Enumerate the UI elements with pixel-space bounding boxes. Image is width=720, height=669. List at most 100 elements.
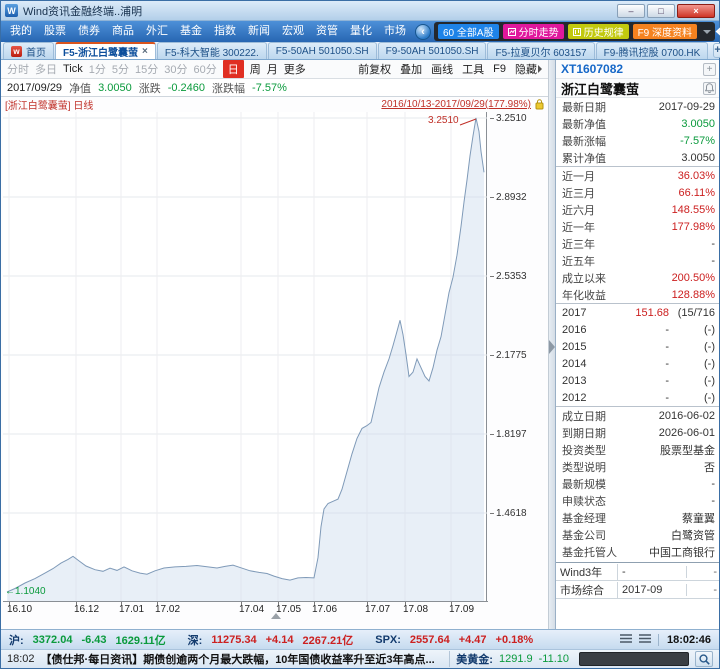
- menu-item-fx[interactable]: 外汇: [146, 25, 168, 37]
- period-15min[interactable]: 15分: [135, 64, 159, 76]
- menu-hamburger-icon-2[interactable]: [638, 633, 651, 646]
- menu-item-mine[interactable]: 我的: [10, 25, 32, 37]
- news-headline[interactable]: 【债仕邦·每日资讯】期债创逾两个月最大跌幅，10年国债收益率升至近3年高点...: [41, 651, 451, 667]
- nav-line-chart[interactable]: ←1.1040 3.2510: [3, 112, 487, 601]
- badge-all-a-shares[interactable]: 60 全部A股: [438, 24, 499, 39]
- badge-strip-caret-icon[interactable]: [703, 29, 712, 34]
- tab-lachapelle[interactable]: F5-拉夏贝尔 603157: [487, 42, 595, 59]
- minimize-button[interactable]: –: [617, 3, 645, 18]
- menu-item-commodities[interactable]: 商品: [112, 25, 134, 37]
- period-monthly[interactable]: 月: [266, 64, 278, 76]
- tab-50ah-f9[interactable]: F9-50AH 501050.SH: [377, 42, 487, 59]
- menu-item-quant[interactable]: 量化: [350, 25, 372, 37]
- app-icon: W: [5, 4, 18, 17]
- window-controls: – □ ×: [617, 3, 715, 18]
- return-row: 成立以来 200.50%: [562, 271, 715, 285]
- profile-row: 基金经理 蔡童翼: [562, 512, 715, 525]
- period-60min[interactable]: 60分: [193, 64, 217, 76]
- panel-collapse-handle-icon[interactable]: [549, 340, 555, 354]
- period-30min[interactable]: 30分: [164, 64, 188, 76]
- x-axis-slider-marker[interactable]: [271, 613, 281, 619]
- wind-logo-icon: w: [11, 45, 22, 57]
- period-multiday[interactable]: 多日: [35, 64, 57, 76]
- rating-row: Wind3年 - -: [556, 563, 719, 581]
- nav-back-sphere-icon[interactable]: ‹: [415, 23, 431, 40]
- search-button[interactable]: [695, 651, 713, 667]
- tool-forward-adjusted[interactable]: 前复权: [358, 64, 392, 76]
- spx-quote[interactable]: SPX: 2557.64 +4.47 +0.18%: [375, 633, 534, 646]
- tool-tools[interactable]: 工具: [462, 64, 485, 76]
- maximize-button[interactable]: □: [647, 3, 675, 18]
- gold-price: 1291.9: [498, 653, 533, 665]
- tab-zhejiang-bailu[interactable]: F5-浙江白鹭囊萤 ×: [55, 42, 156, 59]
- pane-splitter[interactable]: [548, 60, 556, 629]
- period-intraday[interactable]: 分时: [7, 64, 29, 76]
- shanghai-quote[interactable]: 沪: 3372.04 -6.43 1629.11亿: [9, 633, 166, 647]
- profile-row: 基金公司 白鹭资管: [562, 529, 715, 542]
- nav-info-bar: 2017/09/29 净值 3.0050 涨跌 -0.2460 涨跌幅 -7.5…: [1, 79, 548, 97]
- period-1min[interactable]: 1分: [88, 64, 106, 76]
- menu-hamburger-icon[interactable]: [619, 633, 632, 646]
- alert-bell-icon[interactable]: [703, 81, 716, 95]
- year-row: 2016- (-): [562, 323, 715, 336]
- tool-hide[interactable]: 隐藏: [515, 61, 542, 77]
- chart-title: [浙江白鹭囊萤] 日线: [5, 101, 94, 112]
- return-row: 近一年 177.98%: [562, 220, 715, 234]
- tool-draw-line[interactable]: 画线: [431, 64, 454, 76]
- hide-caret-icon: [538, 65, 542, 73]
- menu-item-indices[interactable]: 指数: [214, 25, 236, 37]
- x-axis-tick: 17.07: [365, 604, 391, 615]
- gold-label: 美黄金:: [456, 654, 493, 666]
- tab-50ah-f5[interactable]: F5-50AH 501050.SH: [267, 42, 377, 59]
- profile-row: 基金托管人 中国工商银行: [562, 546, 715, 559]
- tab-keda-intelligent[interactable]: F5-科大智能 300222.: [156, 42, 267, 59]
- menu-item-market[interactable]: 市场: [384, 25, 406, 37]
- y-axis-tick: 2.8932: [490, 192, 527, 203]
- tool-f9[interactable]: F9: [493, 63, 506, 75]
- period-tick[interactable]: Tick: [63, 63, 83, 75]
- tool-overlay[interactable]: 叠加: [400, 64, 423, 76]
- pct-value: -7.57%: [252, 81, 287, 94]
- x-axis-tick: 17.05: [276, 604, 302, 615]
- menu-item-stocks[interactable]: 股票: [44, 25, 66, 37]
- menu-item-bonds[interactable]: 债券: [78, 25, 100, 37]
- period-weekly[interactable]: 周: [249, 64, 261, 76]
- tab-close-icon[interactable]: ×: [142, 46, 148, 57]
- tab-home[interactable]: w 首页: [3, 42, 54, 59]
- add-tab-button[interactable]: +: [713, 43, 720, 58]
- y-axis-tick: 2.5353: [490, 271, 527, 282]
- chart-tools: 前复权 叠加 画线 工具 F9 隐藏: [358, 61, 542, 77]
- profile-row: 类型说明否: [562, 461, 715, 474]
- badge-history-pattern[interactable]: 历史规律: [567, 24, 629, 39]
- stat-row: 最新涨幅 -7.57%: [562, 134, 715, 148]
- nav-value: 3.0050: [98, 81, 132, 94]
- period-more[interactable]: 更多: [283, 64, 306, 76]
- menu-item-asset-mgmt[interactable]: 资管: [316, 25, 338, 37]
- tab-tencent[interactable]: F9-腾讯控股 0700.HK: [595, 42, 709, 59]
- close-button[interactable]: ×: [677, 3, 715, 18]
- return-row: 近三年 -: [562, 237, 715, 251]
- shenzhen-quote[interactable]: 深: 11275.34 +4.14 2267.21亿: [187, 633, 354, 647]
- menu-item-news[interactable]: 新闻: [248, 25, 270, 37]
- menu-item-macro[interactable]: 宏观: [282, 25, 304, 37]
- nav-date: 2017/09/29: [7, 81, 63, 94]
- back-arrow-icon[interactable]: [715, 26, 720, 37]
- add-to-watchlist-button[interactable]: +: [703, 62, 716, 76]
- chart-range-label[interactable]: 2016/10/13-2017/09/29(177.98%): [381, 99, 531, 110]
- menu-item-funds[interactable]: 基金: [180, 25, 202, 37]
- badge-f9-deep-data[interactable]: F9 深度资料: [632, 24, 698, 39]
- stat-row: 累计净值 3.0050: [562, 151, 715, 165]
- badge-intraday-trend[interactable]: 分时走势: [502, 24, 564, 39]
- search-input[interactable]: [579, 652, 689, 666]
- lock-icon[interactable]: [535, 99, 544, 110]
- x-axis: 16.10 16.12 17.01 17.02 17.04 17.05 17.06 17.07…: [3, 601, 488, 619]
- period-daily[interactable]: 日: [222, 60, 244, 78]
- fund-info-panel: XT1607082 + 浙江白鹭囊萤 最新日期 2017-09-29 最新净值 3.…: [556, 60, 719, 629]
- y-axis-tick: 1.8197: [490, 429, 527, 440]
- period-5min[interactable]: 5分: [111, 64, 130, 76]
- pct-label: 涨跌幅: [212, 82, 246, 95]
- news-ticker-bar: 18:02 【债仕邦·每日资讯】期债创逾两个月最大跌幅，10年国债收益率升至近3…: [1, 649, 719, 668]
- chg-value: -0.2460: [167, 81, 206, 94]
- x-axis-tick: 17.08: [403, 604, 429, 615]
- news-time: 18:02: [7, 653, 35, 665]
